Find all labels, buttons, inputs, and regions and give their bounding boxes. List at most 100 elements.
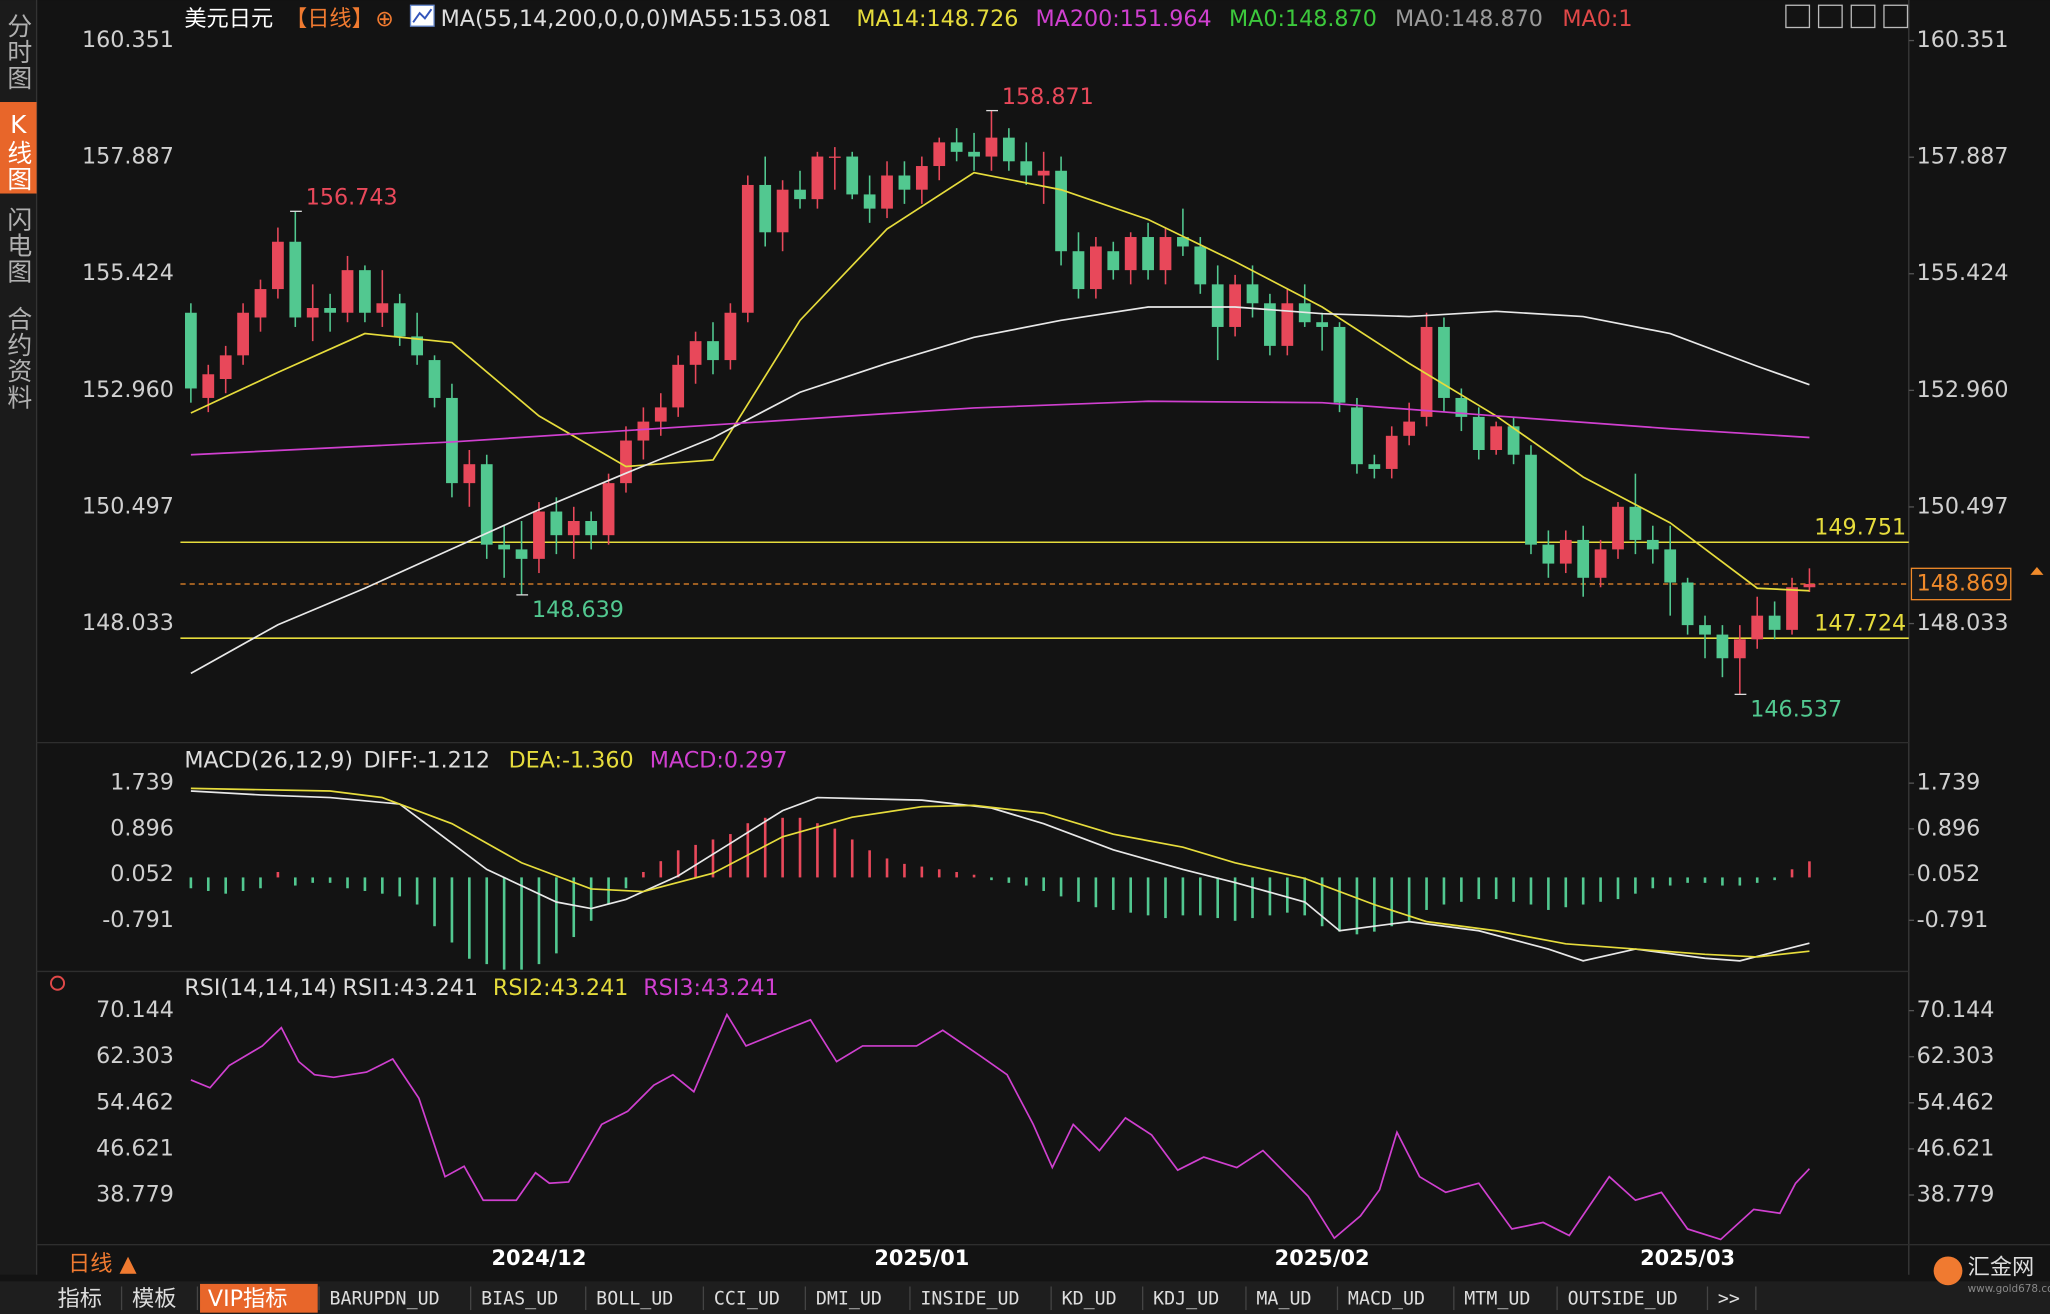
candle-body	[1646, 539, 1659, 550]
tab-label[interactable]: BIAS_UD	[481, 1289, 558, 1310]
y-tick-label-right: 155.424	[1917, 260, 2009, 286]
y-tick-label: 0.896	[110, 815, 174, 841]
candle-body	[950, 142, 963, 152]
y-tick-label: 62.303	[96, 1043, 174, 1069]
candle-body	[1716, 634, 1729, 659]
last-price-box	[1910, 567, 2012, 601]
tab-label[interactable]: BOLL_UD	[596, 1289, 673, 1310]
tab[interactable]	[705, 1283, 805, 1313]
indicator-line	[190, 400, 1810, 456]
legend-item: MA(55,14,200,0,0,0)	[441, 6, 669, 32]
tab-label[interactable]: INSIDE_UD	[920, 1289, 1019, 1310]
tab[interactable]	[912, 1283, 1050, 1313]
candle-body	[741, 184, 754, 313]
candle-body	[1438, 326, 1450, 398]
tab[interactable]	[321, 1283, 470, 1313]
candle-body	[1037, 170, 1050, 176]
toolbar-icon[interactable]	[1883, 4, 1909, 29]
sidebar-item[interactable]: 分时图	[4, 13, 33, 92]
tab[interactable]	[200, 1283, 318, 1313]
y-tick-label: 160.351	[82, 27, 174, 53]
candle-body	[1264, 303, 1276, 346]
tab-label[interactable]: OUTSIDE_UD	[1568, 1289, 1678, 1310]
tab[interactable]	[1559, 1283, 1707, 1313]
tab-label[interactable]: KD_UD	[1062, 1289, 1117, 1310]
candle-body	[828, 156, 841, 158]
tab-label[interactable]: VIP指标	[208, 1286, 288, 1312]
sidebar-item[interactable]: 合约资料	[4, 306, 33, 411]
toolbar-icon[interactable]	[1785, 4, 1811, 29]
candle-body	[1159, 237, 1172, 271]
tab-label[interactable]: MA_UD	[1256, 1289, 1311, 1310]
legend-item: MA200:151.964	[1035, 6, 1211, 32]
candle-body	[1525, 454, 1537, 545]
y-tick-label-right: 54.462	[1917, 1089, 1995, 1115]
sidebar-item[interactable]: 闪电图	[4, 206, 33, 285]
candle-body	[272, 241, 284, 290]
tab-label[interactable]: CCI_UD	[714, 1289, 780, 1310]
toolbar-icons	[1785, 4, 1909, 29]
candle-body	[585, 520, 598, 536]
tab[interactable]	[1248, 1283, 1337, 1313]
y-tick-label-right: -0.791	[1917, 907, 1989, 933]
x-tick-label: 2025/03	[1640, 1246, 1735, 1270]
tab[interactable]	[588, 1283, 703, 1313]
tab[interactable]	[473, 1283, 585, 1313]
tab[interactable]	[807, 1283, 909, 1313]
tab[interactable]	[1710, 1283, 1755, 1313]
ma-icon-line	[412, 8, 433, 23]
tab[interactable]	[1456, 1283, 1556, 1313]
tab[interactable]	[1340, 1283, 1453, 1313]
tab-label[interactable]: KDJ_UD	[1153, 1289, 1219, 1310]
tab[interactable]	[49, 1283, 121, 1313]
y-tick-label: 155.424	[82, 260, 174, 286]
y-tick-label: 150.497	[82, 493, 174, 519]
candle-body	[1559, 539, 1572, 564]
ma-icon[interactable]	[409, 4, 435, 27]
tab-label[interactable]: BARUPDN_UD	[329, 1289, 439, 1310]
tab-label[interactable]: 指标	[58, 1286, 102, 1312]
candle-body	[1281, 303, 1294, 346]
indicator-line	[190, 171, 1810, 592]
candle-body	[480, 464, 493, 545]
sidebar-item[interactable]: K线图	[4, 110, 33, 193]
tab-label[interactable]: DMI_UD	[816, 1289, 882, 1310]
y-tick-label: -0.791	[102, 907, 174, 933]
candle-body	[1507, 426, 1520, 455]
tab[interactable]	[124, 1283, 197, 1313]
tab-label[interactable]: >>	[1718, 1289, 1740, 1310]
candle-body	[794, 189, 806, 200]
candle-body	[1699, 625, 1711, 635]
candle-body	[1333, 326, 1346, 403]
candle-body	[915, 166, 928, 190]
legend-item: 美元日元	[184, 6, 273, 32]
indicator-line	[190, 1012, 1811, 1241]
tab[interactable]	[1053, 1283, 1142, 1313]
legend-item: 【日线】	[285, 6, 374, 32]
tab-label[interactable]: MTM_UD	[1464, 1289, 1530, 1310]
y-tick-label-right: 46.621	[1917, 1135, 1995, 1161]
candle-body	[237, 312, 249, 356]
candle-body	[602, 483, 615, 536]
candle-body	[1542, 544, 1555, 564]
tab-label[interactable]: MACD_UD	[1348, 1289, 1425, 1310]
y-tick-label-right: 157.887	[1917, 144, 2009, 170]
x-tick-label: 2025/01	[874, 1246, 969, 1270]
candle-body	[1124, 237, 1137, 271]
candle-body	[1055, 170, 1067, 252]
period-label[interactable]: 日线 ▲	[68, 1251, 138, 1277]
candle-body	[1594, 549, 1607, 578]
tab[interactable]	[1145, 1283, 1245, 1313]
candle-body	[968, 151, 980, 157]
rsi-settings-icon[interactable]	[50, 975, 66, 991]
toolbar-icon[interactable]	[1817, 4, 1843, 29]
y-tick-label: 157.887	[82, 144, 174, 170]
toolbar-icon[interactable]	[1850, 4, 1876, 29]
candle-body	[620, 440, 632, 484]
candle-body	[411, 336, 424, 356]
candle-body	[672, 364, 685, 408]
candle-body	[1142, 237, 1154, 271]
level-label: 147.724	[1814, 610, 1906, 636]
tab-label[interactable]: 模板	[132, 1286, 176, 1312]
candle-body	[863, 194, 876, 209]
